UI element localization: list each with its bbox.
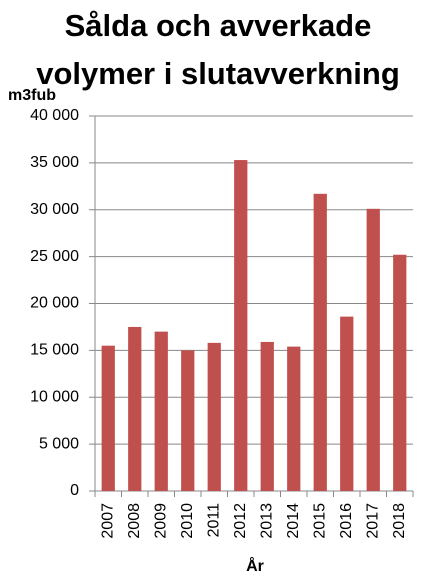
- y-tick-label: 20 000: [30, 295, 79, 312]
- x-tick-label: 2017: [364, 503, 381, 539]
- y-axis-label: m3fub: [8, 87, 56, 104]
- bar: [260, 341, 274, 491]
- x-tick-label: 2016: [338, 503, 355, 539]
- x-tick-label: 2009: [152, 503, 169, 539]
- x-tick-label: 2008: [126, 503, 143, 539]
- bar: [207, 342, 221, 491]
- bar: [366, 208, 380, 491]
- x-tick-label: 2011: [205, 503, 222, 538]
- y-tick-label: 35 000: [30, 154, 79, 171]
- y-tick-label: 5 000: [39, 435, 79, 452]
- x-tick-label: 2013: [258, 503, 275, 539]
- bar: [340, 316, 354, 491]
- x-tick-label: 2018: [391, 503, 408, 539]
- bar: [154, 331, 168, 491]
- chart-title: Sålda och avverkade volymer i slutavverk…: [36, 8, 400, 91]
- y-tick-label: 15 000: [30, 342, 79, 359]
- x-tick-label: 2010: [179, 503, 196, 539]
- bar: [101, 345, 115, 491]
- bar: [287, 346, 301, 491]
- y-tick-label: 25 000: [30, 248, 79, 265]
- y-tick-label: 10 000: [30, 388, 79, 405]
- bar: [181, 350, 195, 491]
- bar: [393, 254, 407, 491]
- y-tick-label: 30 000: [30, 201, 79, 218]
- x-tick-label: 2015: [311, 503, 328, 539]
- y-tick-label: 40 000: [30, 107, 79, 124]
- x-tick-label: 2012: [232, 503, 249, 539]
- bar: [234, 160, 248, 491]
- bar: [313, 193, 327, 491]
- y-tick-label: 0: [70, 482, 79, 499]
- x-axis-label: År: [246, 556, 264, 575]
- bar: [128, 326, 142, 491]
- x-tick-label: 2014: [285, 503, 302, 539]
- x-tick-label: 2007: [99, 503, 116, 539]
